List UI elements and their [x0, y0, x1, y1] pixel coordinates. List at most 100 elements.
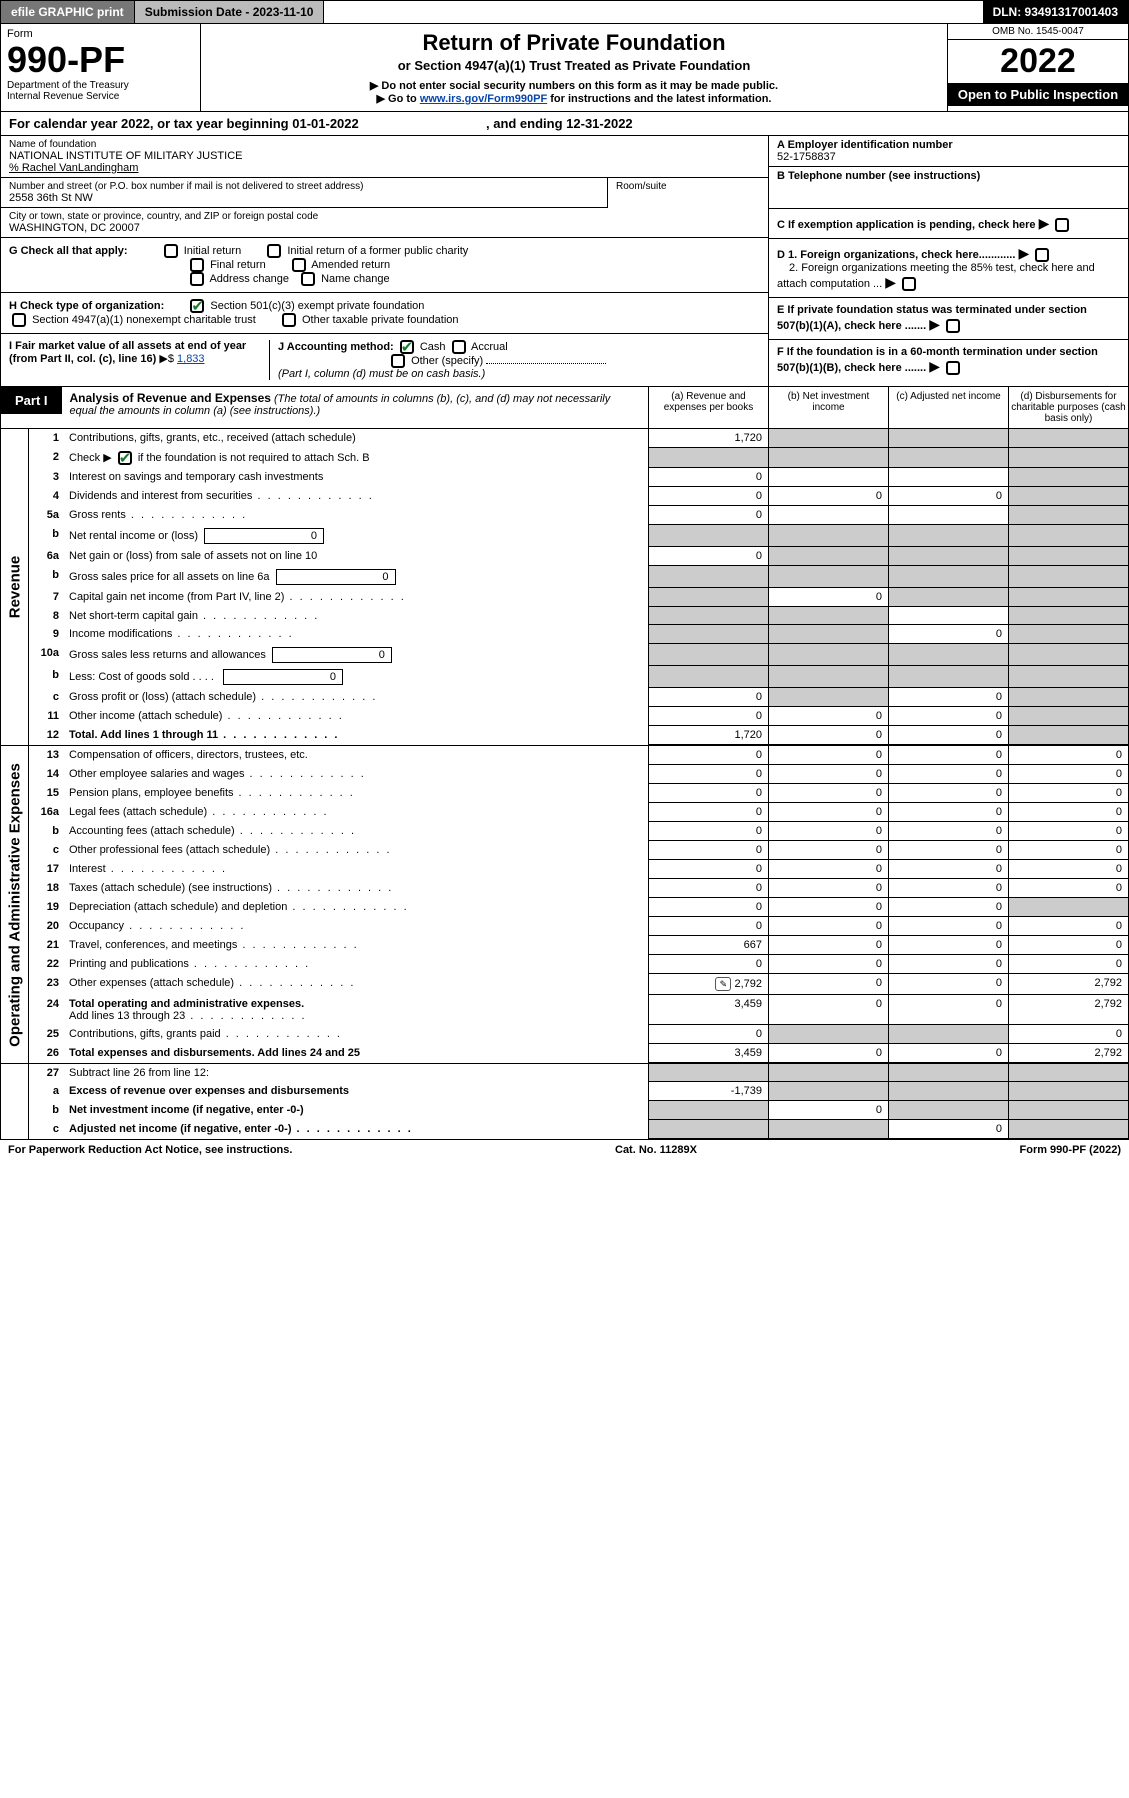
foundation-name-cell: Name of foundation NATIONAL INSTITUTE OF… — [1, 136, 768, 178]
foreign-85-checkbox[interactable] — [902, 277, 916, 291]
row-8: 8Net short-term capital gain — [29, 607, 1128, 625]
form-title: Return of Private Foundation — [207, 30, 941, 56]
part-1-header: Part I Analysis of Revenue and Expenses … — [0, 387, 1129, 429]
amended-return-checkbox[interactable] — [292, 258, 306, 272]
address-cell: Number and street (or P.O. box number if… — [1, 178, 608, 208]
section-c: C If exemption application is pending, c… — [769, 209, 1128, 239]
cash-method-checkbox[interactable] — [400, 340, 414, 354]
name-change-checkbox[interactable] — [301, 272, 315, 286]
row-20: 20Occupancy0000 — [29, 917, 1128, 936]
top-bar: efile GRAPHIC print Submission Date - 20… — [0, 0, 1129, 24]
foundation-name: NATIONAL INSTITUTE OF MILITARY JUSTICE — [9, 150, 760, 162]
status-terminated-checkbox[interactable] — [946, 319, 960, 333]
col-a-header: (a) Revenue and expenses per books — [648, 387, 768, 428]
row-24: 24Total operating and administrative exp… — [29, 995, 1128, 1025]
revenue-table: Revenue 1Contributions, gifts, grants, e… — [0, 429, 1129, 746]
row-11: 11Other income (attach schedule)000 — [29, 707, 1128, 726]
row-3: 3Interest on savings and temporary cash … — [29, 468, 1128, 487]
efile-print-button[interactable]: efile GRAPHIC print — [1, 1, 135, 23]
submission-date: Submission Date - 2023-11-10 — [135, 1, 325, 23]
expenses-table: Operating and Administrative Expenses 13… — [0, 746, 1129, 1064]
other-method-checkbox[interactable] — [391, 354, 405, 368]
section-d: D 1. Foreign organizations, check here..… — [769, 239, 1128, 298]
initial-return-former-checkbox[interactable] — [267, 244, 281, 258]
row-27b: bNet investment income (if negative, ent… — [29, 1101, 1128, 1120]
row-27a: aExcess of revenue over expenses and dis… — [29, 1082, 1128, 1101]
line-27-block: 27Subtract line 26 from line 12: aExcess… — [0, 1064, 1129, 1140]
row-27: 27Subtract line 26 from line 12: — [29, 1064, 1128, 1082]
row-16c: cOther professional fees (attach schedul… — [29, 841, 1128, 860]
final-return-checkbox[interactable] — [190, 258, 204, 272]
other-taxable-checkbox[interactable] — [282, 313, 296, 327]
row-9: 9Income modifications0 — [29, 625, 1128, 644]
row-6a: 6aNet gain or (loss) from sale of assets… — [29, 547, 1128, 566]
row-22: 22Printing and publications0000 — [29, 955, 1128, 974]
row-23: 23Other expenses (attach schedule)✎ 2,79… — [29, 974, 1128, 995]
section-h: H Check type of organization: Section 50… — [1, 293, 768, 334]
cat-no: Cat. No. 11289X — [615, 1144, 697, 1156]
fmv-assets[interactable]: 1,833 — [177, 353, 205, 365]
col-c-header: (c) Adjusted net income — [888, 387, 1008, 428]
city-state-zip: WASHINGTON, DC 20007 — [9, 222, 760, 234]
calendar-year-line: For calendar year 2022, or tax year begi… — [0, 112, 1129, 136]
form-number: 990-PF — [7, 42, 194, 78]
revenue-side-label: Revenue — [1, 429, 29, 745]
city-cell: City or town, state or province, country… — [1, 208, 768, 238]
accrual-method-checkbox[interactable] — [452, 340, 466, 354]
expenses-side-label: Operating and Administrative Expenses — [1, 746, 29, 1063]
address-change-checkbox[interactable] — [190, 272, 204, 286]
row-27c: cAdjusted net income (if negative, enter… — [29, 1120, 1128, 1139]
section-e: E If private foundation status was termi… — [769, 298, 1128, 340]
row-5a: 5aGross rents0 — [29, 506, 1128, 525]
tax-year: 2022 — [948, 40, 1128, 83]
identification-section: Name of foundation NATIONAL INSTITUTE OF… — [0, 136, 1129, 387]
dept-irs: Internal Revenue Service — [7, 91, 194, 102]
care-of: % Rachel VanLandingham — [9, 162, 760, 174]
ein-value: 52-1758837 — [777, 151, 836, 163]
open-to-public: Open to Public Inspection — [948, 83, 1128, 106]
col-d-header: (d) Disbursements for charitable purpose… — [1008, 387, 1128, 428]
row-15: 15Pension plans, employee benefits0000 — [29, 784, 1128, 803]
ein-cell: A Employer identification number 52-1758… — [769, 136, 1128, 167]
part-1-description: Analysis of Revenue and Expenses (The to… — [62, 387, 648, 421]
dln-label: DLN: 93491317001403 — [983, 1, 1128, 23]
section-i-j: I Fair market value of all assets at end… — [1, 334, 768, 386]
row-2: 2Check ▶ if the foundation is not requir… — [29, 448, 1128, 468]
form990pf-link[interactable]: www.irs.gov/Form990PF — [420, 93, 547, 105]
row-7: 7Capital gain net income (from Part IV, … — [29, 588, 1128, 607]
part-1-tab: Part I — [1, 387, 62, 414]
exemption-pending-checkbox[interactable] — [1055, 218, 1069, 232]
row-25: 25Contributions, gifts, grants paid00 — [29, 1025, 1128, 1044]
year-block: OMB No. 1545-0047 2022 Open to Public In… — [948, 24, 1128, 111]
attachment-icon[interactable]: ✎ — [715, 977, 731, 991]
row-17: 17Interest0000 — [29, 860, 1128, 879]
row-10b: bLess: Cost of goods sold . . . . 0 — [29, 666, 1128, 688]
4947a1-checkbox[interactable] — [12, 313, 26, 327]
form-footer-label: Form 990-PF (2022) — [1020, 1144, 1121, 1156]
telephone-cell: B Telephone number (see instructions) — [769, 167, 1128, 209]
60-month-checkbox[interactable] — [946, 361, 960, 375]
row-16a: 16aLegal fees (attach schedule)0000 — [29, 803, 1128, 822]
501c3-checkbox[interactable] — [190, 299, 204, 313]
page-footer: For Paperwork Reduction Act Notice, see … — [0, 1140, 1129, 1160]
foreign-org-checkbox[interactable] — [1035, 248, 1049, 262]
instruction-2: ▶ Go to www.irs.gov/Form990PF for instru… — [207, 92, 941, 105]
col-b-header: (b) Net investment income — [768, 387, 888, 428]
section-f: F If the foundation is in a 60-month ter… — [769, 340, 1128, 381]
instruction-1: ▶ Do not enter social security numbers o… — [207, 79, 941, 92]
row-10c: cGross profit or (loss) (attach schedule… — [29, 688, 1128, 707]
row-6b: bGross sales price for all assets on lin… — [29, 566, 1128, 588]
row-5b: bNet rental income or (loss)0 — [29, 525, 1128, 547]
sch-b-checkbox[interactable] — [118, 451, 132, 465]
form-header: Form 990-PF Department of the Treasury I… — [0, 24, 1129, 112]
row-26: 26Total expenses and disbursements. Add … — [29, 1044, 1128, 1063]
form-title-block: Return of Private Foundation or Section … — [201, 24, 948, 111]
row-14: 14Other employee salaries and wages0000 — [29, 765, 1128, 784]
paperwork-notice: For Paperwork Reduction Act Notice, see … — [8, 1144, 292, 1156]
initial-return-checkbox[interactable] — [164, 244, 178, 258]
dept-treasury: Department of the Treasury — [7, 80, 194, 91]
row-13: 13Compensation of officers, directors, t… — [29, 746, 1128, 765]
room-suite-cell: Room/suite — [608, 178, 768, 208]
row-19: 19Depreciation (attach schedule) and dep… — [29, 898, 1128, 917]
street-address: 2558 36th St NW — [9, 192, 599, 204]
